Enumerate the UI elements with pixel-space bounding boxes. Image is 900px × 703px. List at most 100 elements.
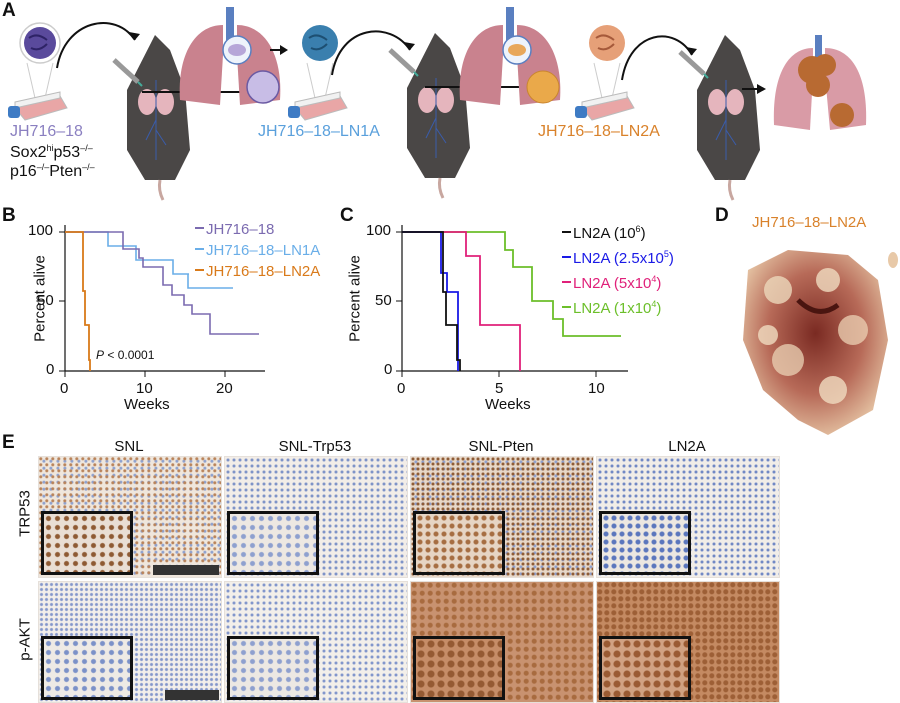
p-value: P < 0.0001 bbox=[96, 348, 154, 362]
syringe-icon bbox=[678, 50, 709, 79]
legend-label: LN2A (5x10 bbox=[573, 275, 652, 292]
x-axis-label-c: Weeks bbox=[485, 396, 531, 413]
arrow-icon bbox=[270, 45, 288, 55]
histology-image-snl-pten-trp53 bbox=[410, 456, 594, 578]
inset-zoom bbox=[41, 511, 133, 575]
mouse-icon bbox=[127, 35, 190, 201]
cell-flask-icon bbox=[288, 25, 348, 121]
syringe-icon bbox=[388, 48, 419, 77]
x-tick-10-c: 10 bbox=[588, 380, 605, 397]
cell-flask-icon bbox=[8, 22, 68, 121]
inset-zoom bbox=[227, 511, 319, 575]
legend-tail: ) bbox=[656, 300, 662, 317]
legend-item: LN2A (106) bbox=[562, 219, 674, 244]
inset-zoom bbox=[227, 636, 319, 700]
panel-label-c: C bbox=[340, 205, 354, 226]
panel-label-e: E bbox=[2, 432, 15, 453]
legend-sup: 4 bbox=[651, 299, 657, 309]
survival-chart-c bbox=[396, 225, 628, 377]
x-tick-20-b: 20 bbox=[216, 380, 233, 397]
genotype-sup: –/– bbox=[80, 143, 93, 153]
curved-arrow-icon bbox=[331, 30, 415, 76]
genotype-text: p16 bbox=[10, 163, 37, 180]
legend-c: LN2A (106) LN2A (2.5x105) LN2A (5x104) L… bbox=[562, 219, 674, 319]
legend-sup: 5 bbox=[663, 249, 669, 259]
histology-image-ln2a-trp53 bbox=[596, 456, 780, 578]
x-tick-5-c: 5 bbox=[495, 380, 504, 397]
inset-zoom bbox=[599, 511, 691, 575]
inset-zoom bbox=[41, 636, 133, 700]
lung-with-metastases-icon bbox=[773, 35, 867, 130]
histology-image-ln2a-p-akt bbox=[596, 581, 780, 703]
panel-label-a: A bbox=[2, 0, 16, 21]
histology-image-snl-p-akt bbox=[38, 581, 222, 703]
legend-label: JH716–18–LN1A bbox=[206, 242, 321, 259]
x-tick-10-b: 10 bbox=[136, 380, 153, 397]
genotype-line-2: p16–/–Pten–/– bbox=[10, 162, 95, 181]
legend-label: JH716–18–LN2A bbox=[206, 263, 321, 280]
histology-image-snl-trp53-null-trp53 bbox=[224, 456, 408, 578]
genotype-text: p53 bbox=[53, 144, 81, 161]
genotype-sup: –/– bbox=[36, 162, 50, 172]
legend-item: LN2A (2.5x105) bbox=[562, 244, 674, 269]
lung-with-tumor-icon bbox=[179, 7, 281, 105]
legend-tail: ) bbox=[656, 275, 662, 292]
y-tick-50-b: 50 bbox=[37, 292, 54, 309]
curved-arrow-icon bbox=[56, 22, 140, 69]
histology-image-snl-pten-p-akt bbox=[410, 581, 594, 703]
legend-swatch bbox=[562, 256, 571, 258]
y-tick-0-c: 0 bbox=[384, 361, 393, 378]
mouse-icon bbox=[407, 33, 470, 199]
column-title-snl-pten: SNL-Pten bbox=[468, 438, 534, 455]
legend-label: LN2A (1x10 bbox=[573, 300, 652, 317]
curved-arrow-icon bbox=[621, 35, 697, 81]
genotype-text: Sox2 bbox=[10, 144, 47, 161]
p-value-prefix: P bbox=[96, 348, 105, 362]
panel-d-title: JH716–18–LN2A bbox=[752, 214, 867, 231]
y-tick-0-b: 0 bbox=[46, 361, 55, 378]
panel-label-d: D bbox=[715, 205, 729, 226]
mouse-icon bbox=[697, 35, 760, 201]
cell-flask-icon bbox=[575, 25, 635, 121]
legend-item: JH716–18–LN1A bbox=[195, 240, 320, 261]
legend-sup: 6 bbox=[635, 224, 641, 234]
legend-swatch bbox=[562, 306, 571, 308]
legend-swatch bbox=[562, 231, 571, 233]
legend-swatch bbox=[195, 227, 204, 229]
column-title-snl-trp53: SNL-Trp53 bbox=[278, 438, 352, 455]
genotype-text: Pten bbox=[49, 163, 83, 180]
legend-tail: ) bbox=[640, 225, 646, 242]
inset-zoom bbox=[413, 636, 505, 700]
p-value-text: < 0.0001 bbox=[104, 348, 155, 362]
cell-line-label-1: JH716–18 bbox=[10, 123, 83, 140]
legend-b: JH716–18 JH716–18–LN1A JH716–18–LN2A bbox=[195, 219, 320, 282]
panel-label-b: B bbox=[2, 205, 16, 226]
tumor-photo-image bbox=[743, 250, 898, 435]
x-tick-0-c: 0 bbox=[397, 380, 406, 397]
legend-label: LN2A (10 bbox=[573, 225, 636, 242]
legend-item: JH716–18–LN2A bbox=[195, 261, 320, 282]
cell-line-label-3: JH716–18–LN2A bbox=[538, 123, 660, 140]
legend-swatch bbox=[195, 248, 204, 250]
legend-swatch bbox=[562, 281, 571, 283]
legend-label: LN2A (2.5x10 bbox=[573, 250, 664, 267]
genotype-sup: hi bbox=[46, 143, 54, 153]
y-axis-label-c: Percent alive bbox=[346, 255, 364, 342]
y-tick-100-b: 100 bbox=[28, 222, 54, 239]
legend-tail: ) bbox=[668, 250, 674, 267]
genotype-sup: –/– bbox=[82, 162, 95, 172]
row-title-p-akt: p-AKT bbox=[16, 618, 34, 661]
legend-item: LN2A (1x104) bbox=[562, 294, 674, 319]
legend-item: LN2A (5x104) bbox=[562, 269, 674, 294]
inset-zoom bbox=[413, 511, 505, 575]
arrow-icon bbox=[742, 84, 766, 94]
y-tick-50-c: 50 bbox=[375, 292, 392, 309]
column-title-ln2a: LN2A bbox=[668, 438, 706, 455]
cell-line-label-2: JH716–18–LN1A bbox=[258, 123, 380, 140]
scale-bar bbox=[165, 690, 219, 700]
syringe-icon bbox=[112, 58, 143, 87]
x-axis-label-b: Weeks bbox=[124, 396, 170, 413]
lung-with-tumor-icon bbox=[459, 7, 561, 105]
legend-swatch bbox=[195, 269, 204, 271]
legend-item: JH716–18 bbox=[195, 219, 320, 240]
